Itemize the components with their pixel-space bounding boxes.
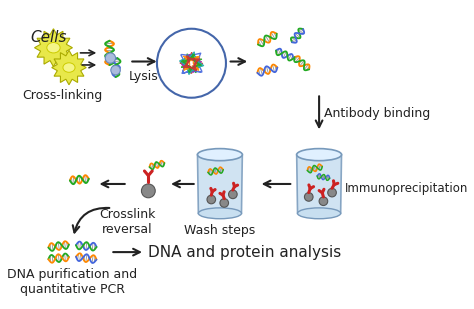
Circle shape	[228, 190, 237, 199]
Polygon shape	[35, 29, 73, 67]
Polygon shape	[297, 154, 342, 213]
Ellipse shape	[47, 43, 60, 53]
Ellipse shape	[198, 208, 241, 219]
Polygon shape	[52, 50, 86, 85]
Text: Wash steps: Wash steps	[184, 224, 255, 237]
Text: Immunoprecipitation: Immunoprecipitation	[345, 182, 468, 195]
Circle shape	[105, 53, 116, 63]
Ellipse shape	[63, 63, 75, 72]
Circle shape	[111, 66, 120, 75]
Text: Antibody binding: Antibody binding	[324, 107, 430, 120]
Text: DNA purification and
quantitative PCR: DNA purification and quantitative PCR	[8, 269, 137, 297]
Text: Cells: Cells	[30, 31, 67, 45]
Circle shape	[319, 197, 328, 205]
Text: Crosslink
reversal: Crosslink reversal	[100, 208, 156, 236]
Circle shape	[207, 195, 216, 204]
Circle shape	[304, 193, 313, 201]
Text: Lysis: Lysis	[129, 70, 159, 83]
Ellipse shape	[298, 208, 341, 219]
Circle shape	[328, 188, 337, 197]
Text: Cross-linking: Cross-linking	[22, 89, 102, 102]
Circle shape	[141, 184, 155, 198]
Circle shape	[157, 29, 226, 98]
Polygon shape	[198, 154, 242, 213]
Text: DNA and protein analysis: DNA and protein analysis	[148, 245, 342, 260]
Circle shape	[220, 199, 228, 207]
Ellipse shape	[297, 149, 342, 161]
Ellipse shape	[198, 149, 242, 161]
